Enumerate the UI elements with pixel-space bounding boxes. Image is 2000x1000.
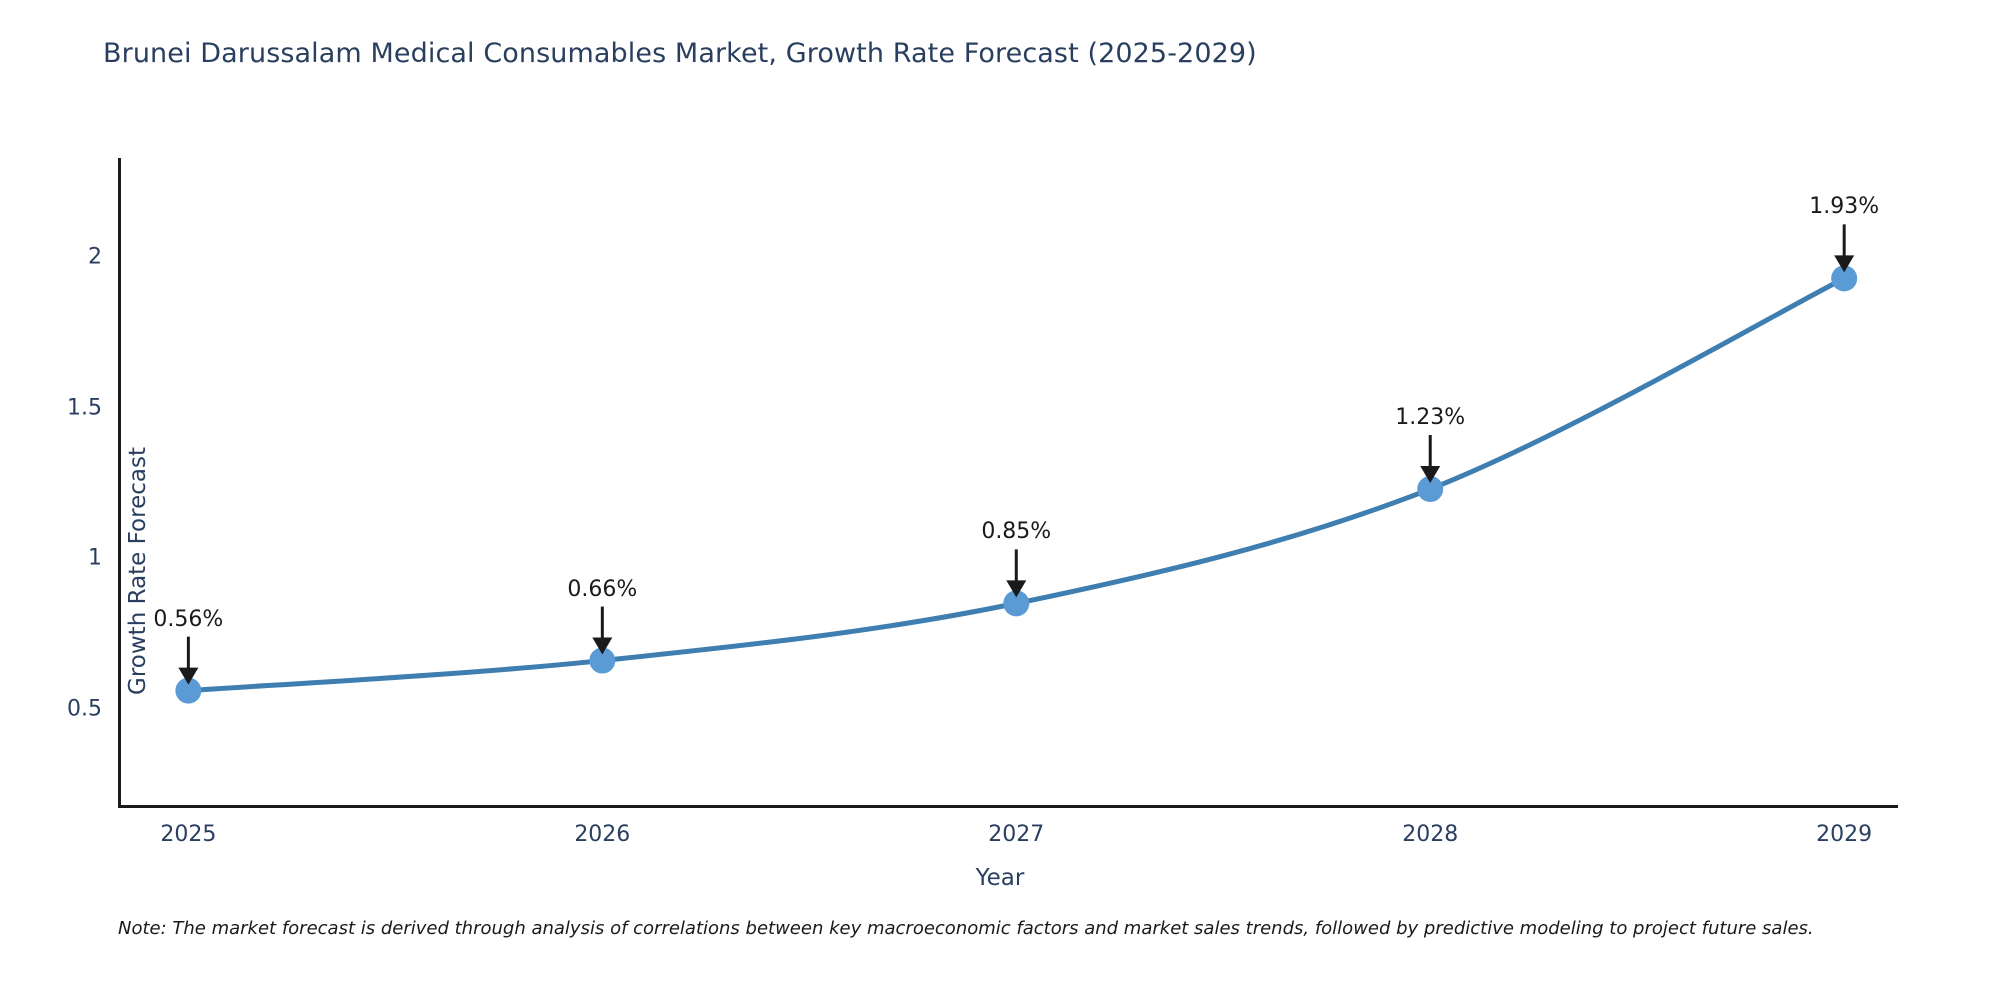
y-axis-tick-label: 1 bbox=[88, 545, 102, 571]
series-point-label: 0.66% bbox=[567, 576, 638, 602]
x-axis-tick-label: 2025 bbox=[160, 822, 217, 847]
footnote: Note: The market forecast is derived thr… bbox=[118, 918, 1814, 939]
y-axis-tick-label: 2 bbox=[88, 244, 102, 270]
y-axis-line bbox=[118, 158, 121, 808]
plot-area: Growth Rate Forecast bbox=[118, 158, 1898, 808]
x-axis-tick-label: 2029 bbox=[1816, 822, 1873, 847]
y-axis-tick-label: 0.5 bbox=[67, 696, 102, 722]
series-point-label: 1.23% bbox=[1395, 405, 1466, 431]
x-axis-tick-label: 2028 bbox=[1402, 822, 1459, 847]
y-axis-tick-label: 1.5 bbox=[67, 395, 102, 421]
series-point-label: 1.93% bbox=[1809, 194, 1880, 220]
x-axis-line bbox=[118, 805, 1898, 808]
x-axis-title: Year bbox=[975, 865, 1025, 891]
page-title: Brunei Darussalam Medical Consumables Ma… bbox=[103, 38, 1257, 69]
series-point-label: 0.85% bbox=[981, 519, 1052, 545]
x-axis-tick-label: 2027 bbox=[988, 822, 1045, 847]
y-axis-title: Growth Rate Forecast bbox=[125, 447, 151, 695]
series-point-label: 0.56% bbox=[153, 606, 224, 632]
x-axis-tick-label: 2026 bbox=[574, 822, 631, 847]
